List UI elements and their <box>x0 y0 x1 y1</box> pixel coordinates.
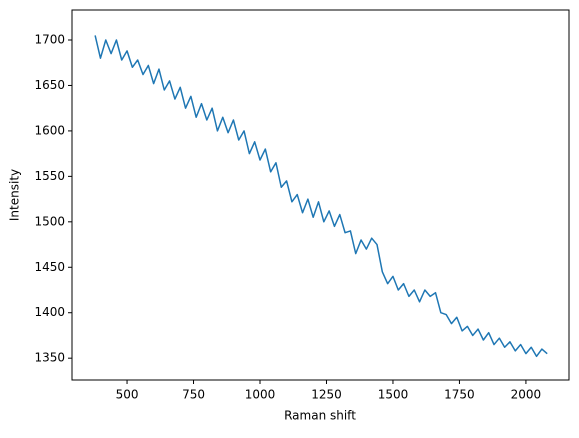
y-tick-label: 1400 <box>34 305 65 319</box>
x-tick-label: 1500 <box>378 388 409 402</box>
plot-frame <box>71 9 570 381</box>
x-tick-label: 500 <box>116 388 139 402</box>
data-line <box>94 35 548 358</box>
y-axis-label: Intensity <box>8 169 22 221</box>
y-tick-label: 1550 <box>34 169 65 183</box>
x-tick-label: 750 <box>182 388 205 402</box>
y-tick-label: 1700 <box>34 33 65 47</box>
y-tick-label: 1650 <box>34 78 65 92</box>
y-tick-label: 1600 <box>34 123 65 137</box>
y-tick-label: 1450 <box>34 260 65 274</box>
x-axis-label: Raman shift <box>284 409 356 423</box>
y-tick-label: 1350 <box>34 351 65 365</box>
y-tick-label: 1500 <box>34 214 65 228</box>
x-tick-label: 1250 <box>311 388 342 402</box>
x-tick-label: 1000 <box>245 388 276 402</box>
x-tick-label: 2000 <box>511 388 542 402</box>
x-tick-label: 1750 <box>444 388 475 402</box>
